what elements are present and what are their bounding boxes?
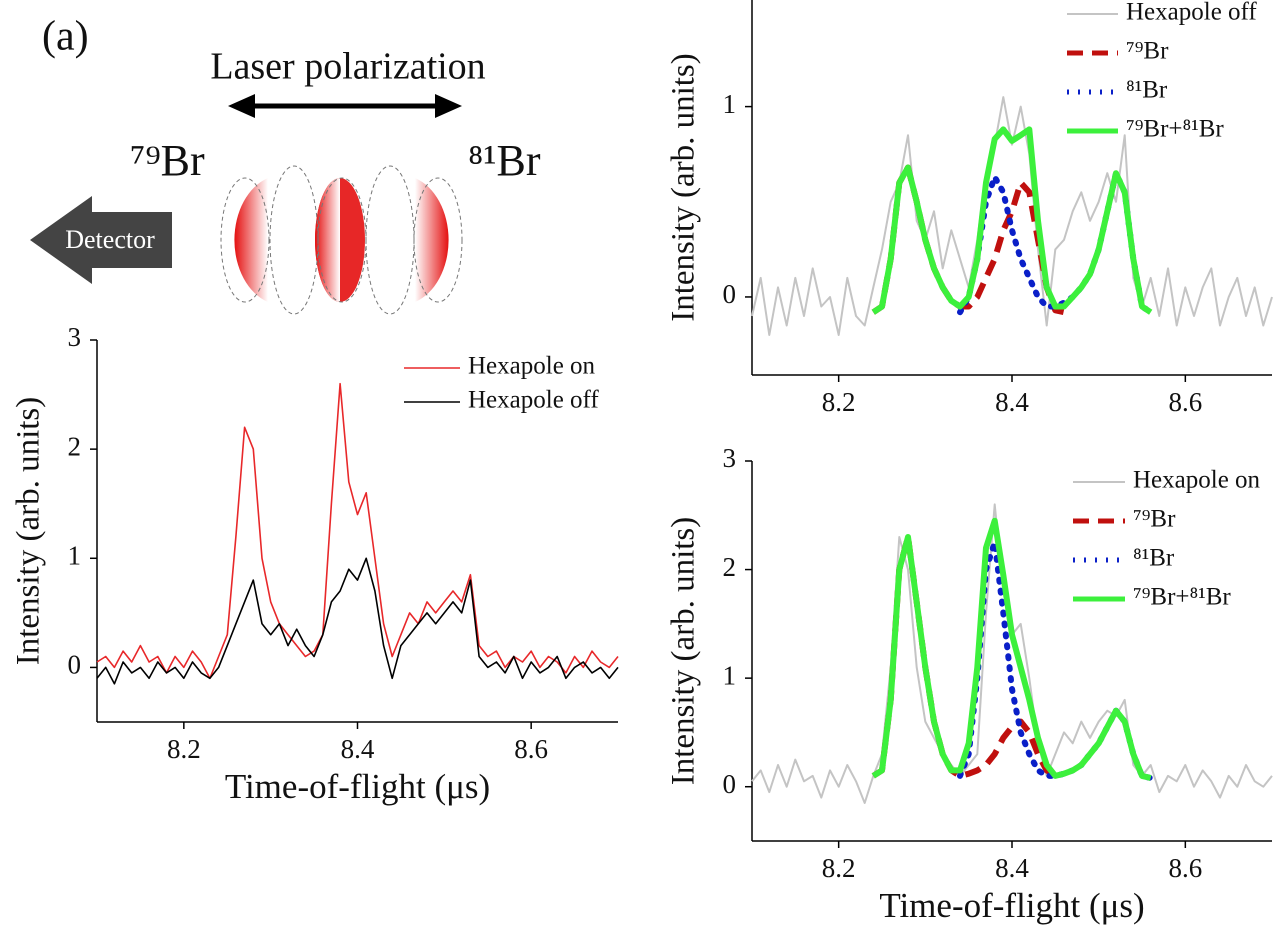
legend-label: Hexapole off xyxy=(468,387,599,414)
isotope-label: ⁷⁹Br xyxy=(130,136,205,185)
y-tick-label: 0 xyxy=(723,279,737,309)
arrow-head xyxy=(228,94,255,118)
panel-label: (a) xyxy=(42,14,89,60)
lens xyxy=(234,178,268,302)
x-tick-label: 8.4 xyxy=(995,387,1029,417)
y-tick-label: 3 xyxy=(68,322,82,352)
y-tick-label: 0 xyxy=(723,769,737,799)
y-axis-label: Intensity (arb. units) xyxy=(666,53,702,322)
series-line xyxy=(96,382,619,680)
legend-label: ⁸¹Br xyxy=(1126,77,1168,104)
chart: 0 1 2 3 8.2 8.4 8.6 Intensity (arb. units) Time-… xyxy=(666,443,1273,925)
series-line xyxy=(871,164,1065,316)
legend-label: ⁷⁹Br xyxy=(1126,38,1169,65)
x-tick-label: 8.6 xyxy=(1168,853,1202,883)
arrow-head xyxy=(435,94,462,118)
y-axis-label: Intensity (arb. units) xyxy=(11,397,47,666)
y-tick-label: 3 xyxy=(723,443,737,473)
lens xyxy=(415,178,449,302)
y-tick-label: 1 xyxy=(723,89,737,119)
isotope-label: ⁸¹Br xyxy=(468,136,541,185)
x-tick-label: 8.2 xyxy=(167,734,201,764)
series-line xyxy=(871,517,1152,781)
wavefront xyxy=(413,177,463,303)
series-line xyxy=(96,557,619,685)
y-tick-label: 2 xyxy=(68,431,82,461)
wavefronts xyxy=(220,165,463,315)
y-axis-label: Intensity (arb. units) xyxy=(666,517,702,786)
x-tick-label: 8.6 xyxy=(514,734,548,764)
x-tick-label: 8.2 xyxy=(822,387,856,417)
wavefront xyxy=(365,165,415,315)
diagram: (a) Laser polarization ⁷⁹Br ⁸¹Br Detecto… xyxy=(30,14,541,315)
legend-label: ⁷⁹Br+⁸¹Br xyxy=(1133,584,1231,611)
wavefront xyxy=(220,177,270,303)
diagram-title: Laser polarization xyxy=(210,46,485,88)
chart: 0 1 8.2 8.4 8.6 Intensity (arb. units) Hexapol… xyxy=(666,0,1273,417)
y-tick-label: 1 xyxy=(68,540,82,570)
lens xyxy=(315,178,340,302)
legend-label: Hexapole on xyxy=(1133,467,1261,494)
series-line xyxy=(871,126,1153,315)
x-tick-label: 8.6 xyxy=(1168,387,1202,417)
y-tick-label: 2 xyxy=(723,552,737,582)
legend-label: ⁷⁹Br xyxy=(1133,506,1176,533)
y-tick-label: 0 xyxy=(68,650,82,680)
series-line xyxy=(751,96,1273,336)
x-tick-label: 8.2 xyxy=(822,853,856,883)
wavefront xyxy=(269,165,319,315)
legend-label: ⁸¹Br xyxy=(1133,545,1175,572)
detector-label: Detector xyxy=(65,225,155,254)
legend-label: Hexapole on xyxy=(468,353,596,380)
legend-label: ⁷⁹Br+⁸¹Br xyxy=(1126,116,1224,143)
x-axis-label: Time-of-flight (μs) xyxy=(879,886,1144,925)
x-tick-label: 8.4 xyxy=(995,853,1029,883)
x-tick-label: 8.4 xyxy=(341,734,375,764)
x-axis-label: Time-of-flight (μs) xyxy=(225,767,490,806)
series-line xyxy=(751,503,1273,804)
y-tick-label: 1 xyxy=(723,660,737,690)
legend-label: Hexapole off xyxy=(1126,0,1257,26)
detector-arrow xyxy=(30,196,172,284)
chart: 0 1 2 3 8.2 8.4 8.6 Intensity (arb. units) Time-… xyxy=(11,322,619,806)
